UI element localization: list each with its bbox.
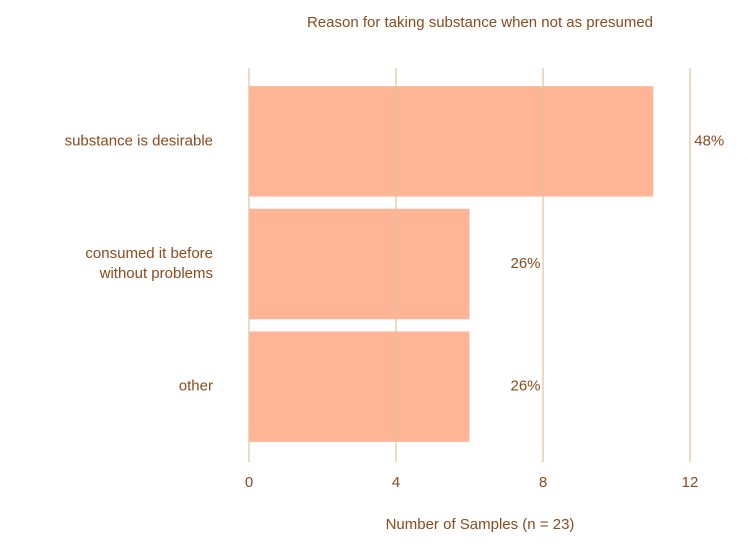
x-tick-label: 0 xyxy=(245,474,253,491)
bar xyxy=(249,331,470,442)
bar xyxy=(249,86,654,197)
x-tick-label: 8 xyxy=(539,474,547,491)
chart-title: Reason for taking substance when not as … xyxy=(307,14,653,31)
value-label: 48% xyxy=(694,132,724,149)
x-tick-label: 4 xyxy=(392,474,400,491)
y-tick-label: other xyxy=(179,378,213,395)
y-tick-label: substance is desirable xyxy=(65,132,213,149)
bar xyxy=(249,208,470,320)
y-tick-label: consumed it before without problems xyxy=(85,245,213,282)
value-label: 26% xyxy=(510,255,540,272)
value-label: 26% xyxy=(510,378,540,395)
x-axis-title: Number of Samples (n = 23) xyxy=(386,516,575,533)
x-tick-label: 12 xyxy=(682,474,699,491)
